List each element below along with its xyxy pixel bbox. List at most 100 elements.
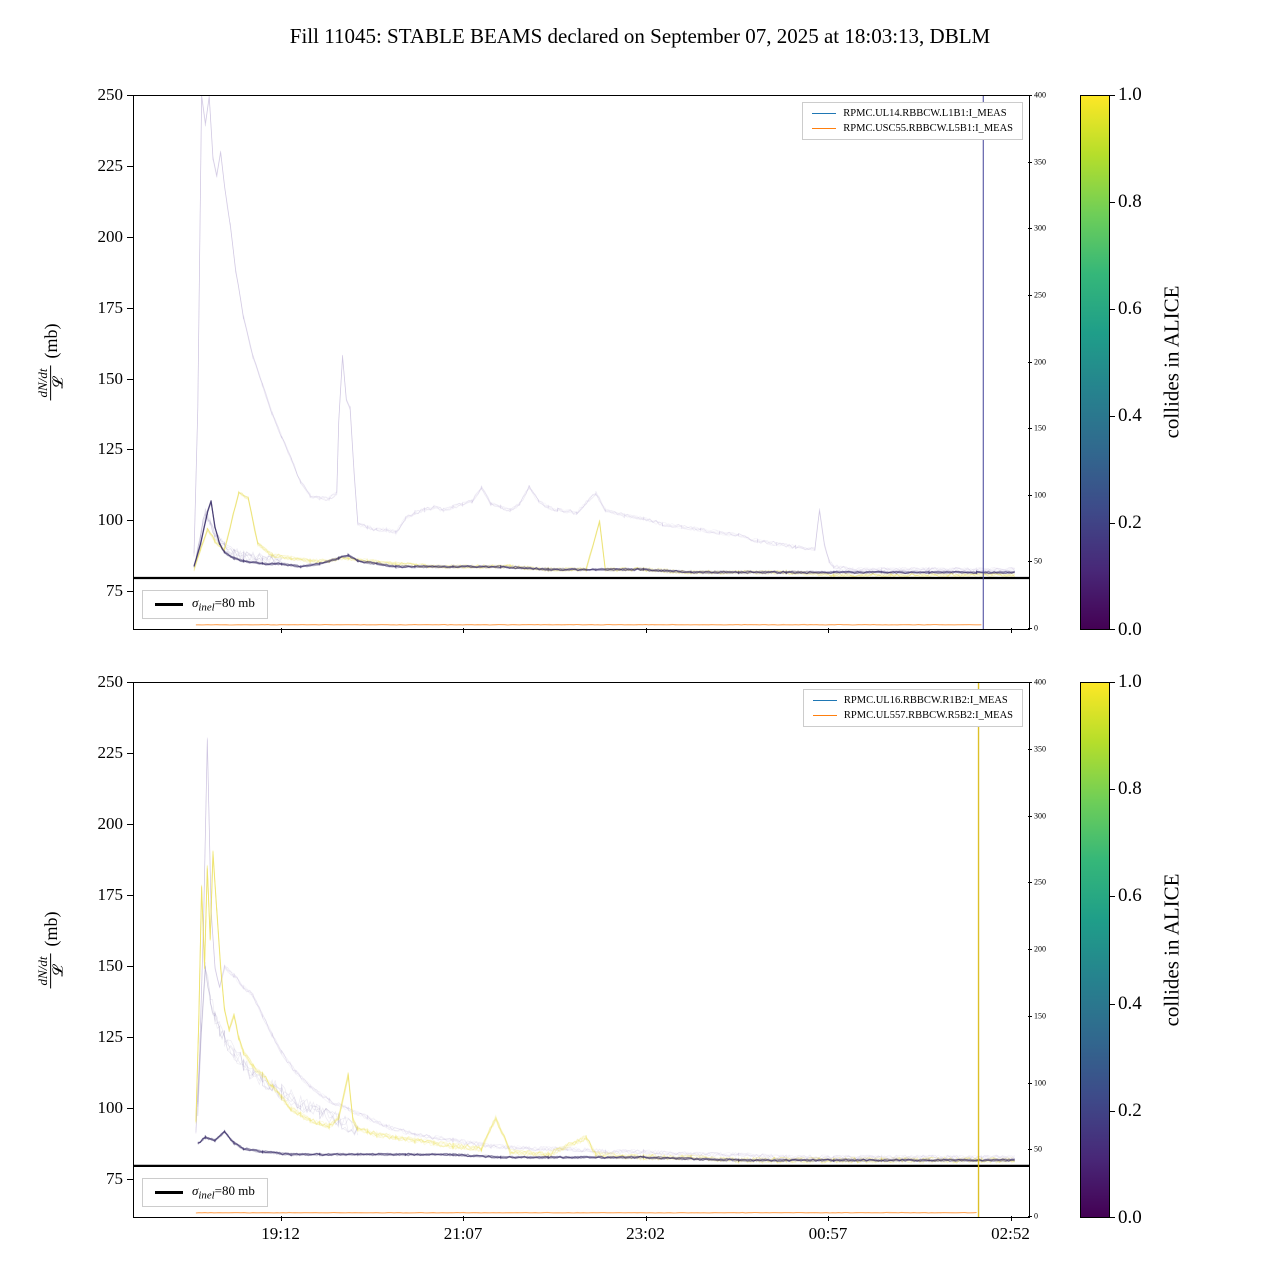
series-yellow-mass <box>195 854 1015 1165</box>
figure-title: Fill 11045: STABLE BEAMS declared on Sep… <box>289 24 991 48</box>
colorbar-tick-mark <box>1110 416 1115 417</box>
right-tick-label: 350 <box>1034 744 1046 754</box>
legend-label: RPMC.UL14.RBBCW.L1B1:I_MEAS <box>843 108 1007 119</box>
y-tick-mark <box>127 165 133 167</box>
series-early-cluster <box>195 508 282 566</box>
legend-line-sample <box>812 128 837 129</box>
y-axis-fraction: dN/dt 𝓛 <box>35 365 68 401</box>
x-tick-mark <box>645 628 647 633</box>
series-yellow-band <box>193 490 1015 578</box>
right-tick-mark <box>1028 628 1032 629</box>
y-axis-label-top: dN/dt 𝓛 (mb) <box>35 323 68 401</box>
colorbar-bottom <box>1080 682 1110 1218</box>
colorbar-tick-label: 0.2 <box>1118 512 1142 533</box>
y-axis-unit: (mb) <box>41 323 62 359</box>
series-early-cluster <box>197 965 359 1135</box>
legend-line-sample <box>812 113 837 114</box>
right-tick-mark <box>1028 1149 1032 1151</box>
right-tick-label: 150 <box>1034 1011 1046 1021</box>
series-yellow-mass <box>195 851 1015 1165</box>
series-halo-trace <box>195 737 1015 1161</box>
colorbar-tick-label: 0.2 <box>1118 1099 1142 1121</box>
series-yellow-mass <box>195 851 1015 1164</box>
series-early-cluster <box>197 962 359 1136</box>
right-tick-mark <box>1028 95 1032 96</box>
right-tick-mark <box>1028 1015 1032 1017</box>
x-tick-mark <box>463 1216 465 1221</box>
y-tick-mark <box>127 520 133 522</box>
y-tick-label: 100 <box>97 510 124 530</box>
x-tick-mark <box>645 1216 647 1221</box>
y-tick-label: 225 <box>97 743 124 762</box>
right-tick-label: 100 <box>1034 490 1046 500</box>
right-tick-label: 0 <box>1034 623 1038 633</box>
y-tick-mark <box>127 449 133 451</box>
right-tick-label: 400 <box>1034 90 1046 100</box>
series-halo-trace <box>193 96 1015 573</box>
series-halo-trace <box>195 737 1015 1161</box>
y-tick-label: 200 <box>97 814 124 834</box>
series-early-cluster <box>195 512 282 564</box>
series-yellow-mass <box>195 851 1016 1164</box>
colorbar-tick-label: 1.0 <box>1118 671 1142 692</box>
x-tick-label: 00:57 <box>808 1224 848 1243</box>
y-tick-mark <box>127 591 133 593</box>
colorbar-tick-mark <box>1110 309 1115 310</box>
colorbar-top <box>1080 95 1110 630</box>
plot-canvas-top <box>134 96 1029 629</box>
series-orange-baseline <box>195 623 982 626</box>
series-yellow-band <box>193 491 1015 578</box>
y-axis-numerator: dN/dt <box>35 953 52 989</box>
legend-bottom: RPMC.UL16.RBBCW.R1B2:I_MEAS RPMC.UL557.R… <box>802 689 1023 727</box>
series-yellow-band <box>193 491 1015 578</box>
plot-area-top: RPMC.UL14.RBBCW.L1B1:I_MEAS RPMC.USC55.R… <box>133 95 1030 630</box>
series-yellow-mass <box>195 850 1015 1165</box>
legend-entry: RPMC.UL16.RBBCW.R1B2:I_MEAS <box>812 695 1013 706</box>
series-early-cluster <box>195 508 282 566</box>
colorbar-tick-mark <box>1110 1217 1115 1218</box>
y-tick-mark <box>127 1037 133 1039</box>
series-dense-band <box>197 1130 1015 1163</box>
y-tick-mark <box>127 236 133 238</box>
y-axis-label-bottom: dN/dt 𝓛 (mb) <box>35 912 68 989</box>
colorbar-tick-label: 0.4 <box>1118 405 1142 426</box>
right-tick-label: 300 <box>1034 811 1046 820</box>
series-dense-band <box>193 500 1015 575</box>
right-tick-label: 50 <box>1034 1144 1042 1154</box>
colorbar-tick-label: 0.0 <box>1118 1207 1142 1228</box>
colorbar-label-bottom: collides in ALICE <box>1159 873 1184 1027</box>
right-tick-mark <box>1028 161 1032 163</box>
series-halo-trace <box>193 96 1015 573</box>
colorbar-tick-mark <box>1110 682 1115 683</box>
series-early-cluster <box>197 966 359 1135</box>
right-tick-mark <box>1028 1082 1032 1084</box>
right-tick-mark <box>1028 882 1032 884</box>
series-halo-trace <box>193 96 1015 573</box>
right-tick-label: 200 <box>1034 357 1046 366</box>
y-tick-label: 75 <box>106 1169 123 1189</box>
series-dense-band <box>197 1130 1015 1163</box>
x-tick-label: 19:12 <box>261 1224 300 1243</box>
series-dense-band <box>197 1129 1015 1163</box>
legend-label: RPMC.USC55.RBBCW.L5B1:I_MEAS <box>843 123 1013 134</box>
series-halo-trace <box>193 96 1015 572</box>
colorbar-tick-mark <box>1110 95 1115 96</box>
x-tick-mark <box>1010 628 1012 633</box>
right-tick-mark <box>1028 494 1032 496</box>
x-tick-label: 21:07 <box>443 1224 483 1243</box>
colorbar-tick-mark <box>1110 629 1115 630</box>
y-axis-fraction: dN/dt 𝓛 <box>35 953 68 989</box>
series-dense-band <box>197 1130 1015 1163</box>
series-yellow-band <box>193 492 1016 579</box>
series-dense-band <box>193 500 1016 575</box>
x-tick-mark <box>280 1216 282 1221</box>
right-tick-label: 0 <box>1034 1211 1038 1221</box>
y-tick-mark <box>127 824 133 826</box>
right-tick-label: 200 <box>1034 944 1046 954</box>
series-early-cluster <box>197 966 359 1137</box>
series-dense-band <box>197 1129 1015 1163</box>
right-tick-mark <box>1028 561 1032 563</box>
y-tick-label: 75 <box>106 581 123 601</box>
series-early-cluster <box>195 514 282 565</box>
